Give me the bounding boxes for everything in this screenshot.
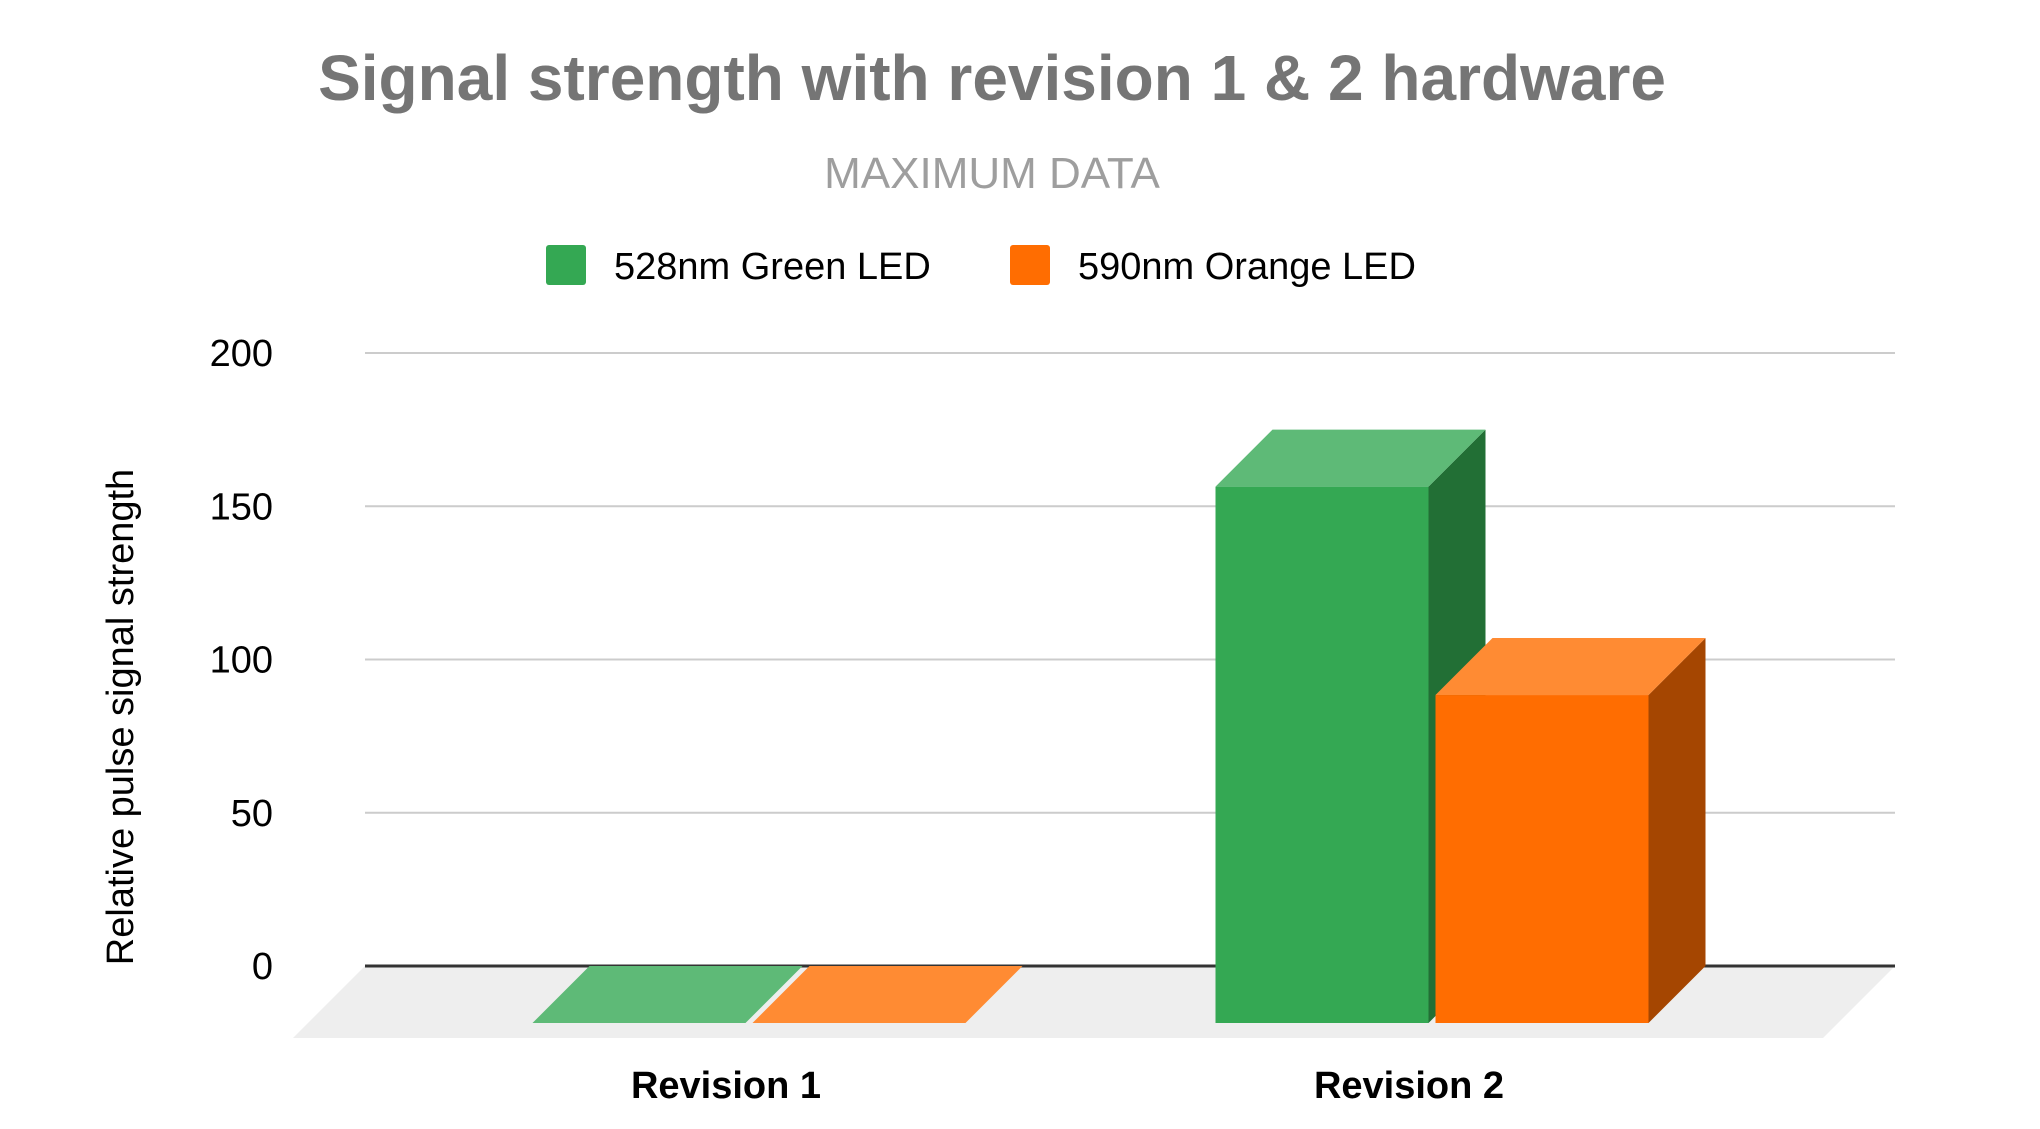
x-tick-label: Revision 2 — [1314, 1065, 1504, 1107]
y-tick-label: 50 — [231, 793, 273, 835]
bar-front — [1435, 695, 1649, 1023]
y-axis-label: Relative pulse signal strength — [100, 469, 142, 965]
chart-subtitle: MAXIMUM DATA — [824, 149, 1160, 198]
legend-label-orange: 590nm Orange LED — [1078, 246, 1416, 288]
bar-top — [752, 966, 1023, 1023]
bars — [532, 429, 1706, 1023]
bar-revision-1-orange — [752, 966, 1023, 1023]
chart-title: Signal strength with revision 1 & 2 hard… — [318, 42, 1666, 114]
y-tick-label: 200 — [210, 333, 273, 375]
x-axis-ticks: Revision 1 Revision 2 — [631, 1065, 1504, 1107]
y-tick-label: 150 — [210, 486, 273, 528]
y-tick-label: 0 — [252, 946, 273, 988]
legend: 528nm Green LED 590nm Orange LED — [546, 245, 1416, 288]
bar-side — [1648, 638, 1706, 1023]
x-tick-label: Revision 1 — [631, 1065, 821, 1107]
y-axis-ticks: 0 50 100 150 200 — [210, 333, 273, 988]
legend-swatch-orange — [1010, 245, 1050, 285]
legend-label-green: 528nm Green LED — [614, 246, 931, 288]
bar-front — [1215, 486, 1429, 1023]
legend-swatch-green — [546, 245, 586, 285]
bar-top — [1215, 429, 1486, 487]
bar-top — [532, 966, 803, 1023]
y-tick-label: 100 — [210, 640, 273, 682]
bar-revision-1-green — [532, 966, 803, 1023]
bar-top — [1435, 638, 1706, 696]
bar-revision-2-orange — [1435, 638, 1706, 1023]
